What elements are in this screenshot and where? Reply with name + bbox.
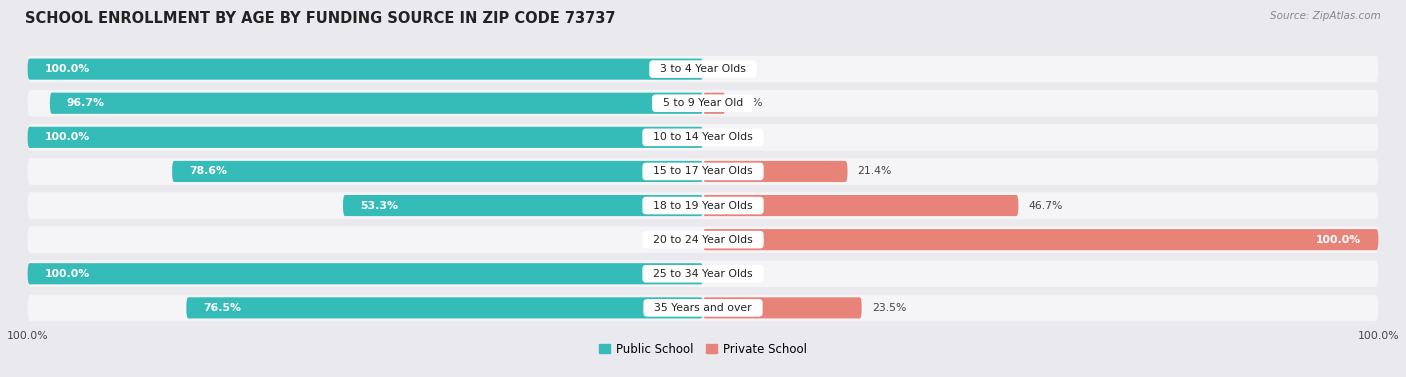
Text: 18 to 19 Year Olds: 18 to 19 Year Olds — [647, 201, 759, 211]
Text: 21.4%: 21.4% — [858, 166, 891, 176]
FancyBboxPatch shape — [343, 195, 703, 216]
FancyBboxPatch shape — [49, 93, 703, 114]
FancyBboxPatch shape — [703, 297, 862, 319]
FancyBboxPatch shape — [28, 56, 1378, 83]
FancyBboxPatch shape — [703, 161, 848, 182]
Text: 78.6%: 78.6% — [188, 166, 226, 176]
Text: Source: ZipAtlas.com: Source: ZipAtlas.com — [1270, 11, 1381, 21]
Text: 96.7%: 96.7% — [66, 98, 104, 108]
Text: 100.0%: 100.0% — [45, 269, 90, 279]
FancyBboxPatch shape — [703, 93, 725, 114]
Text: 5 to 9 Year Old: 5 to 9 Year Old — [655, 98, 751, 108]
FancyBboxPatch shape — [172, 161, 703, 182]
Text: 3.3%: 3.3% — [735, 98, 763, 108]
FancyBboxPatch shape — [28, 158, 1378, 185]
Text: 20 to 24 Year Olds: 20 to 24 Year Olds — [647, 234, 759, 245]
Text: 23.5%: 23.5% — [872, 303, 907, 313]
Text: 100.0%: 100.0% — [7, 331, 48, 341]
Text: SCHOOL ENROLLMENT BY AGE BY FUNDING SOURCE IN ZIP CODE 73737: SCHOOL ENROLLMENT BY AGE BY FUNDING SOUR… — [25, 11, 616, 26]
FancyBboxPatch shape — [28, 263, 703, 284]
FancyBboxPatch shape — [28, 127, 703, 148]
Text: 15 to 17 Year Olds: 15 to 17 Year Olds — [647, 166, 759, 176]
FancyBboxPatch shape — [703, 195, 1018, 216]
Text: 76.5%: 76.5% — [204, 303, 242, 313]
FancyBboxPatch shape — [703, 229, 1378, 250]
FancyBboxPatch shape — [28, 192, 1378, 219]
Text: 35 Years and over: 35 Years and over — [647, 303, 759, 313]
FancyBboxPatch shape — [28, 90, 1378, 116]
Text: 0.0%: 0.0% — [713, 269, 741, 279]
Text: 3 to 4 Year Olds: 3 to 4 Year Olds — [652, 64, 754, 74]
Text: 10 to 14 Year Olds: 10 to 14 Year Olds — [647, 132, 759, 143]
Text: 0.0%: 0.0% — [713, 64, 741, 74]
Text: 0.0%: 0.0% — [713, 132, 741, 143]
FancyBboxPatch shape — [28, 294, 1378, 321]
FancyBboxPatch shape — [28, 261, 1378, 287]
Text: 100.0%: 100.0% — [1316, 234, 1361, 245]
FancyBboxPatch shape — [28, 124, 1378, 151]
Text: 46.7%: 46.7% — [1029, 201, 1063, 211]
Text: 100.0%: 100.0% — [1358, 331, 1399, 341]
Text: 53.3%: 53.3% — [360, 201, 398, 211]
FancyBboxPatch shape — [28, 226, 1378, 253]
FancyBboxPatch shape — [186, 297, 703, 319]
Legend: Public School, Private School: Public School, Private School — [593, 338, 813, 360]
Text: 25 to 34 Year Olds: 25 to 34 Year Olds — [647, 269, 759, 279]
Text: 100.0%: 100.0% — [45, 132, 90, 143]
Text: 0.0%: 0.0% — [665, 234, 693, 245]
FancyBboxPatch shape — [28, 58, 703, 80]
Text: 100.0%: 100.0% — [45, 64, 90, 74]
